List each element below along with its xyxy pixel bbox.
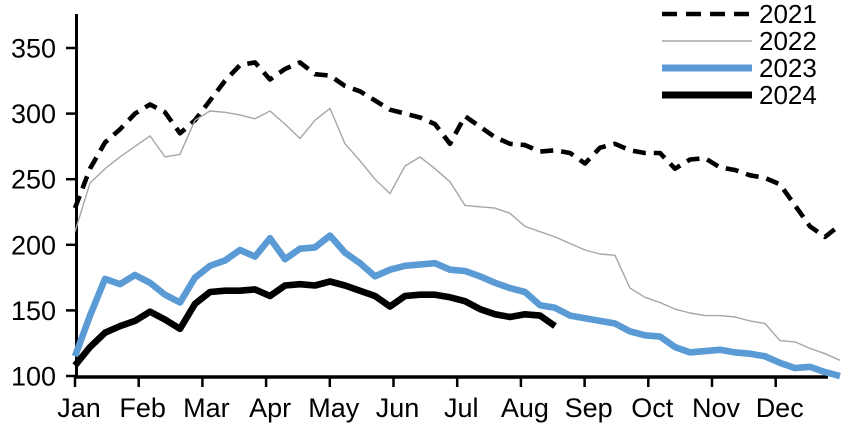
series-line-2024 [72, 278, 557, 368]
legend-label-2024: 2024 [759, 80, 817, 110]
x-tick-label: May [308, 393, 360, 423]
axis-ticks [66, 46, 777, 387]
x-tick-label: Feb [119, 393, 166, 423]
series-line-2022 [74, 107, 841, 361]
x-axis-month-labels: Jan Feb Mar Apr May Jun Jul Aug Sep Oct Nov Dec [57, 393, 803, 423]
x-tick-label: Jun [376, 393, 420, 423]
y-tick-label: 300 [11, 99, 56, 129]
x-tick-label: Apr [249, 393, 291, 423]
legend-label-2022: 2022 [759, 26, 817, 56]
series-line-2023 [71, 232, 841, 380]
x-tick-label: Jan [57, 393, 101, 423]
legend-label-2023: 2023 [759, 53, 817, 83]
legend-label-2021: 2021 [759, 0, 817, 29]
x-tick-label: Dec [756, 393, 804, 423]
x-tick-label: Mar [183, 393, 230, 423]
y-axis-tick-labels: 100 150 200 250 300 350 [11, 34, 56, 392]
y-tick-label: 100 [11, 362, 56, 392]
y-tick-label: 350 [11, 34, 56, 64]
y-tick-label: 150 [11, 296, 56, 326]
data-series [71, 60, 842, 380]
y-tick-label: 200 [11, 230, 56, 260]
x-tick-label: Jul [444, 393, 479, 423]
x-tick-label: Oct [631, 393, 674, 423]
series-line-2021 [72, 60, 842, 240]
y-tick-label: 250 [11, 165, 56, 195]
x-tick-label: Aug [501, 393, 549, 423]
x-tick-label: Nov [692, 393, 741, 423]
axes [75, 14, 828, 379]
x-tick-label: Sep [565, 393, 613, 423]
